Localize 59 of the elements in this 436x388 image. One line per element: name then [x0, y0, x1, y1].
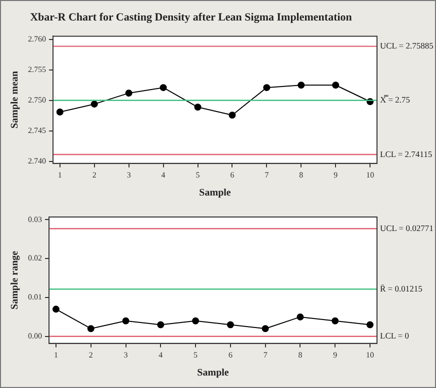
point [332, 317, 339, 324]
point [262, 325, 269, 332]
y-tick-label: 2.745 [28, 126, 46, 136]
point [298, 82, 305, 89]
point [332, 82, 340, 89]
x-axis-title: Sample [197, 368, 230, 379]
ref-line-label: R̄ = 0.01215 [380, 283, 422, 294]
point [194, 104, 202, 111]
x-tick-label: 5 [196, 170, 200, 180]
x-tick-label: 1 [54, 350, 58, 360]
x-tick-label: 7 [263, 350, 268, 360]
x-tick-label: 10 [366, 170, 374, 180]
x-tick-label: 9 [333, 350, 338, 360]
y-tick-label: 2.740 [28, 156, 46, 166]
x-tick-label: 1 [58, 170, 62, 180]
ref-line-label: LCL = 2.74115 [380, 148, 432, 159]
point [52, 306, 60, 313]
ref-line-label: UCL = 2.75885 [380, 40, 434, 51]
y-tick-label: 0.00 [28, 331, 42, 340]
point [122, 317, 130, 324]
x-tick-label: 8 [298, 350, 302, 360]
y-tick-label: 0.02 [28, 254, 42, 263]
point [226, 321, 234, 328]
x-tick-label: 4 [158, 350, 163, 360]
point [125, 90, 132, 97]
x-tick-label: 7 [264, 170, 269, 180]
x-tick-label: 5 [194, 350, 198, 360]
y-axis-title: Sample range [10, 250, 21, 310]
chart-title: Xbar-R Chart for Casting Density after Lean Sigma Implementation [30, 11, 352, 24]
x-tick-label: 3 [124, 350, 128, 360]
y-tick-label: 0.03 [28, 214, 42, 224]
x-tick-label: 6 [230, 170, 234, 180]
y-tick-label: 2.755 [28, 64, 46, 74]
ref-line-label: UCL = 0.02771 [380, 222, 434, 233]
y-tick-label: 0.01 [28, 292, 42, 302]
x-tick-label: 10 [366, 350, 374, 360]
ref-line-label: X̿ = 2.75 [380, 94, 410, 105]
point [192, 317, 200, 324]
point [87, 325, 94, 332]
x-tick-label: 4 [161, 170, 166, 180]
y-axis-title: Sample mean [10, 70, 21, 129]
y-tick-label: 2.760 [28, 34, 46, 44]
point [90, 100, 98, 108]
point [296, 313, 304, 320]
ref-line-label: LCL = 0 [380, 330, 410, 341]
y-tick-label: 2.750 [28, 96, 46, 105]
x-tick-label: 3 [126, 170, 131, 180]
point [160, 84, 167, 92]
x-tick-label: 2 [88, 350, 93, 360]
x-tick-label: 2 [92, 170, 96, 180]
x-tick-label: 8 [299, 170, 304, 180]
x-tick-label: 9 [334, 170, 338, 180]
point [56, 108, 64, 116]
point [228, 112, 236, 119]
point [366, 321, 374, 328]
point [157, 321, 164, 328]
x-tick-label: 6 [228, 350, 232, 360]
point [263, 84, 270, 92]
x-axis-title: Sample [199, 188, 232, 199]
